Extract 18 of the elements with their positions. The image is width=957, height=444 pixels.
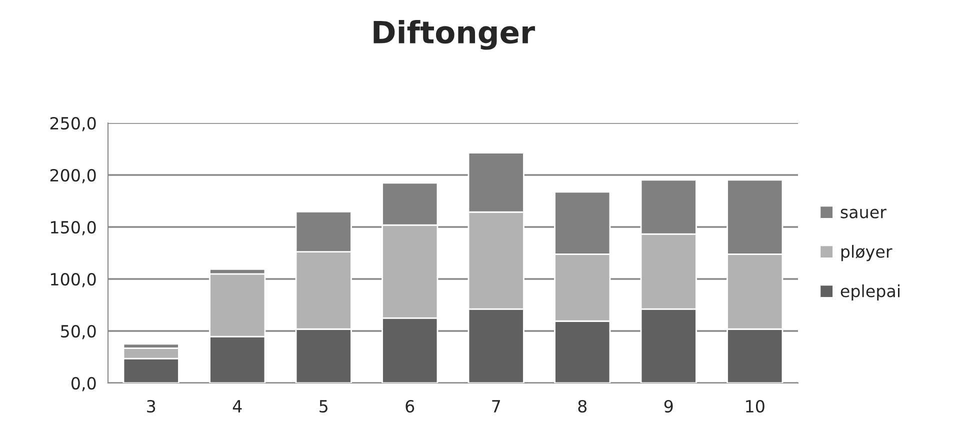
y-tick-label: 200,0 [50, 168, 96, 184]
y-tick-label: 250,0 [50, 116, 96, 132]
legend-label: pløyer [841, 244, 892, 262]
x-tick-label: 9 [664, 400, 673, 413]
y-tick-label: 100,0 [51, 272, 96, 288]
y-tick-label: 0,0 [71, 376, 96, 392]
y-tick-label: 50,0 [61, 324, 96, 340]
x-tick-label: 5 [320, 400, 328, 413]
legend-label: eplepai [840, 284, 900, 301]
x-tick-label: 10 [746, 400, 764, 413]
x-tick-label: 3 [147, 400, 156, 413]
chart-title: Diftonger [374, 20, 535, 50]
x-tick-label: 6 [406, 400, 414, 413]
y-tick-label: 150,0 [51, 220, 96, 236]
legend-label: sauer [840, 208, 886, 218]
x-tick-label: 8 [578, 400, 587, 413]
x-tick-label: 4 [232, 400, 242, 412]
x-tick-label: 7 [492, 400, 500, 412]
